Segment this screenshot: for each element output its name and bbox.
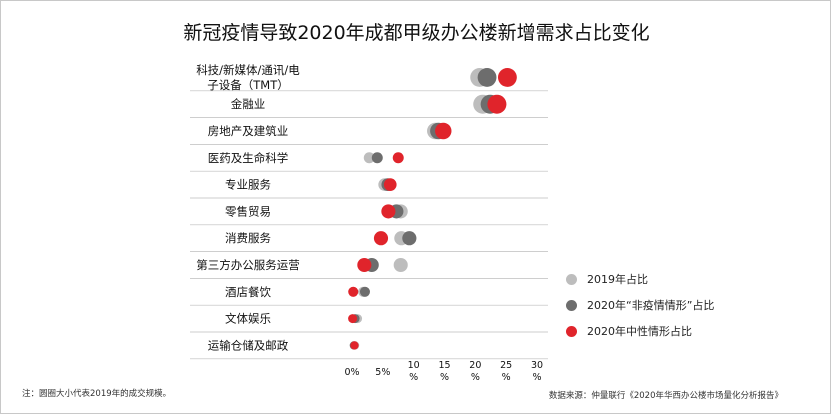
- category-label-line: 金融业: [231, 97, 266, 111]
- legend-label-2019: 2019年占比: [587, 273, 648, 286]
- category-label: 房地产及建筑业: [208, 124, 289, 138]
- category-label-line: 运输仓储及邮政: [208, 338, 289, 352]
- point-series-2020-neutral: [497, 67, 517, 87]
- x-tick-label: 5%: [375, 367, 390, 378]
- point-series-2020-neutral: [357, 257, 372, 273]
- point-series-2020-neutral: [373, 231, 389, 246]
- category-label: 消费服务: [225, 231, 271, 245]
- x-tick-label-line: 0%: [344, 367, 359, 378]
- legend: 2019年占比 2020年“非疫情情形”占比 2020年中性情形占比: [566, 266, 714, 344]
- category-label: 运输仓储及邮政: [208, 338, 289, 352]
- legend-item-2019: 2019年占比: [566, 266, 714, 292]
- x-tick-label: 10%: [408, 360, 420, 383]
- point-series-2020-neutral: [381, 204, 396, 219]
- category-label-line: 第三方办公服务运营: [196, 258, 300, 272]
- source-note: 数据来源：仲量联行《2020年华西办公楼市场量化分析报告》: [548, 391, 783, 401]
- point-series-2019: [393, 257, 408, 273]
- data-points: [348, 67, 517, 350]
- category-label: 科技/新媒体/通讯/电子设备（TMT）: [196, 63, 300, 92]
- category-label-line: 零售贸易: [225, 204, 271, 218]
- category-label-line: 科技/新媒体/通讯/电: [196, 63, 300, 77]
- x-tick-label: 20%: [469, 360, 481, 383]
- x-tick-label-line: 20: [469, 360, 481, 371]
- chart-title: 新冠疫情导致2020年成都甲级办公楼新增需求占比变化: [183, 22, 650, 44]
- category-label-line: 医药及生命科学: [208, 151, 289, 165]
- x-tick-label-line: %: [471, 372, 480, 383]
- footnote: 注：圆圈大小代表2019年的成交规模。: [22, 389, 172, 399]
- point-series-2020-neutral: [392, 152, 404, 164]
- x-tick-label-line: 30: [531, 360, 543, 371]
- legend-label-2020-no-epidemic: 2020年“非疫情情形”占比: [587, 299, 715, 312]
- x-tick-label: 30%: [531, 360, 543, 383]
- category-label-line: 文体娱乐: [225, 312, 271, 326]
- point-series-2020-no-epidemic: [359, 286, 370, 297]
- category-label: 金融业: [231, 97, 266, 111]
- point-series-2020-neutral: [487, 94, 507, 114]
- legend-item-2020-neutral: 2020年中性情形占比: [566, 318, 714, 344]
- category-label-line: 专业服务: [225, 178, 271, 192]
- legend-item-2020-no-epidemic: 2020年“非疫情情形”占比: [566, 292, 714, 318]
- x-tick-label-line: %: [409, 372, 418, 383]
- point-series-2020-neutral: [348, 286, 359, 297]
- x-tick-label-line: %: [532, 372, 541, 383]
- point-series-2020-neutral: [348, 314, 358, 324]
- legend-marker-2019: [566, 273, 577, 285]
- x-tick-label-line: %: [440, 372, 449, 383]
- x-tick-label: 25%: [500, 360, 512, 383]
- category-label: 零售贸易: [225, 204, 271, 218]
- category-label: 专业服务: [225, 178, 271, 192]
- x-tick-label: 15%: [438, 360, 450, 383]
- x-tick-label-line: 5%: [375, 367, 390, 378]
- category-label: 第三方办公服务运营: [196, 258, 300, 272]
- row-grid: [190, 90, 548, 360]
- x-tick-label-line: %: [502, 372, 511, 383]
- point-series-2020-neutral: [350, 341, 359, 350]
- category-label: 文体娱乐: [225, 312, 271, 326]
- category-label: 医药及生命科学: [208, 151, 289, 165]
- point-series-2020-no-epidemic: [402, 231, 417, 246]
- category-label-line: 房地产及建筑业: [208, 124, 289, 138]
- category-label-line: 子设备（TMT）: [207, 78, 288, 92]
- category-labels: 科技/新媒体/通讯/电子设备（TMT） 金融业房地产及建筑业医药及生命科学专业服务…: [196, 63, 300, 352]
- legend-marker-2020-no-epidemic: [566, 299, 577, 311]
- category-label: 酒店餐饮: [225, 285, 271, 299]
- point-series-2020-no-epidemic: [477, 67, 497, 87]
- point-series-2020-no-epidemic: [371, 152, 383, 164]
- category-label-line: 消费服务: [225, 231, 271, 245]
- x-tick-label-line: 10: [408, 360, 420, 371]
- point-series-2020-neutral: [435, 122, 452, 140]
- x-tick-label: 0%: [344, 367, 359, 378]
- x-axis-ticks: 0% 5%10 %15 %20 %25 %30%: [344, 360, 543, 383]
- legend-marker-2020-neutral: [566, 325, 577, 337]
- point-series-2020-neutral: [383, 178, 397, 191]
- legend-label-2020-neutral: 2020年中性情形占比: [587, 325, 692, 338]
- x-tick-label-line: 15: [438, 360, 450, 371]
- category-label-line: 酒店餐饮: [225, 285, 271, 299]
- point-series-2019: [363, 152, 375, 164]
- x-tick-label-line: 25: [500, 360, 512, 371]
